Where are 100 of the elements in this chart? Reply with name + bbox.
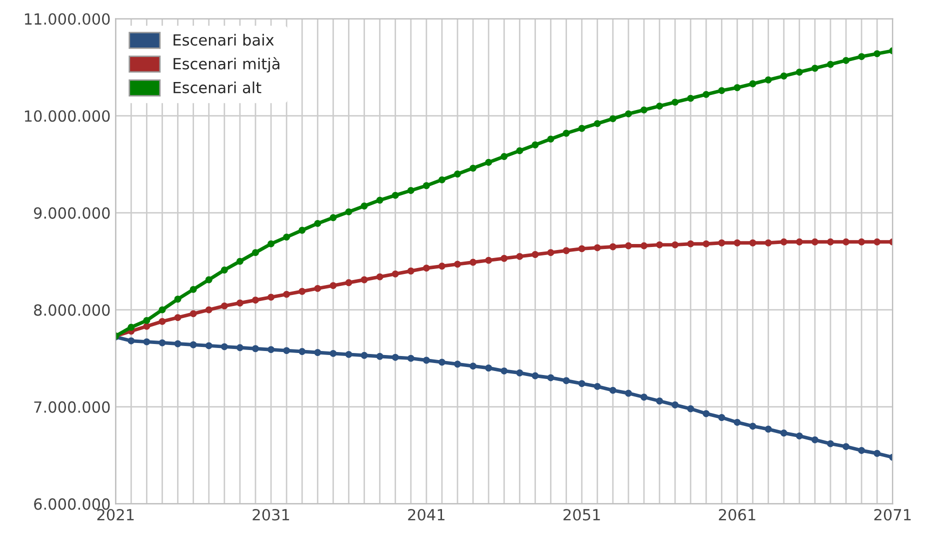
point	[578, 380, 586, 388]
point	[624, 390, 632, 397]
point	[314, 220, 322, 227]
point	[764, 426, 772, 433]
point	[392, 192, 399, 199]
point	[190, 286, 197, 293]
point	[485, 256, 492, 264]
point	[454, 170, 461, 178]
point	[283, 347, 290, 354]
point	[672, 98, 679, 106]
point	[454, 260, 461, 268]
y-tick-label: 8.000.000	[34, 304, 110, 316]
point	[330, 282, 337, 290]
point	[656, 398, 663, 404]
point	[205, 342, 212, 350]
point	[252, 345, 259, 352]
point	[858, 238, 866, 246]
point	[826, 440, 834, 448]
point	[438, 358, 446, 366]
point	[842, 238, 850, 246]
point	[454, 360, 461, 368]
point	[360, 276, 368, 284]
point	[143, 322, 150, 330]
x-tick-label: 2021	[97, 508, 134, 521]
legend-label: Escenari baix	[174, 34, 274, 46]
point	[796, 68, 803, 76]
point	[749, 422, 756, 430]
point	[516, 147, 524, 154]
point	[734, 84, 741, 92]
point	[718, 87, 726, 94]
point	[624, 110, 632, 118]
y-tick-label: 10.000.000	[24, 110, 110, 122]
point	[330, 350, 337, 357]
point	[485, 364, 492, 372]
point	[174, 296, 182, 303]
point	[532, 251, 539, 258]
point	[314, 284, 322, 292]
point	[485, 158, 492, 166]
point	[158, 306, 166, 314]
point	[252, 296, 259, 304]
point	[360, 352, 368, 359]
point	[298, 288, 306, 295]
point	[532, 372, 539, 380]
point	[702, 240, 710, 248]
point	[345, 350, 352, 358]
point	[858, 53, 866, 60]
point	[422, 182, 430, 190]
point	[594, 244, 601, 252]
point	[532, 141, 539, 148]
point	[562, 247, 570, 254]
point	[407, 268, 414, 274]
point	[796, 238, 803, 246]
point	[609, 115, 616, 122]
point	[734, 239, 741, 246]
point	[874, 238, 881, 246]
point	[314, 349, 322, 356]
point	[500, 254, 508, 262]
point	[578, 245, 586, 252]
point	[764, 76, 772, 84]
point	[220, 343, 228, 350]
point	[190, 310, 197, 318]
point	[672, 241, 679, 248]
point	[470, 258, 477, 266]
point	[174, 340, 182, 348]
point	[283, 290, 290, 298]
y-tick-label: 7.000.000	[34, 401, 110, 413]
point	[780, 72, 788, 80]
point	[702, 90, 710, 98]
point	[640, 242, 648, 250]
point	[842, 443, 850, 450]
point	[796, 432, 803, 440]
point	[298, 348, 306, 355]
point	[252, 249, 259, 256]
y-tick-label: 9.000.000	[34, 207, 110, 219]
point	[298, 226, 306, 234]
point	[702, 410, 710, 418]
point	[718, 239, 726, 246]
point	[874, 450, 881, 457]
point	[547, 249, 554, 256]
y-tick-label: 11.000.000	[24, 13, 110, 25]
point	[594, 382, 601, 390]
point	[811, 64, 818, 72]
point	[422, 264, 430, 272]
point	[376, 273, 384, 280]
point	[376, 352, 384, 360]
point	[143, 317, 150, 324]
point	[672, 401, 679, 408]
x-tick-label: 2031	[252, 508, 290, 521]
point	[826, 60, 834, 68]
point	[547, 374, 554, 382]
point	[143, 338, 150, 346]
point	[640, 106, 648, 114]
point	[407, 187, 414, 194]
point	[780, 430, 788, 436]
point	[220, 266, 228, 274]
point	[547, 136, 554, 143]
point	[640, 394, 648, 401]
y-tick-label: 6.000.000	[34, 498, 110, 510]
point	[764, 239, 772, 246]
point	[268, 294, 274, 301]
